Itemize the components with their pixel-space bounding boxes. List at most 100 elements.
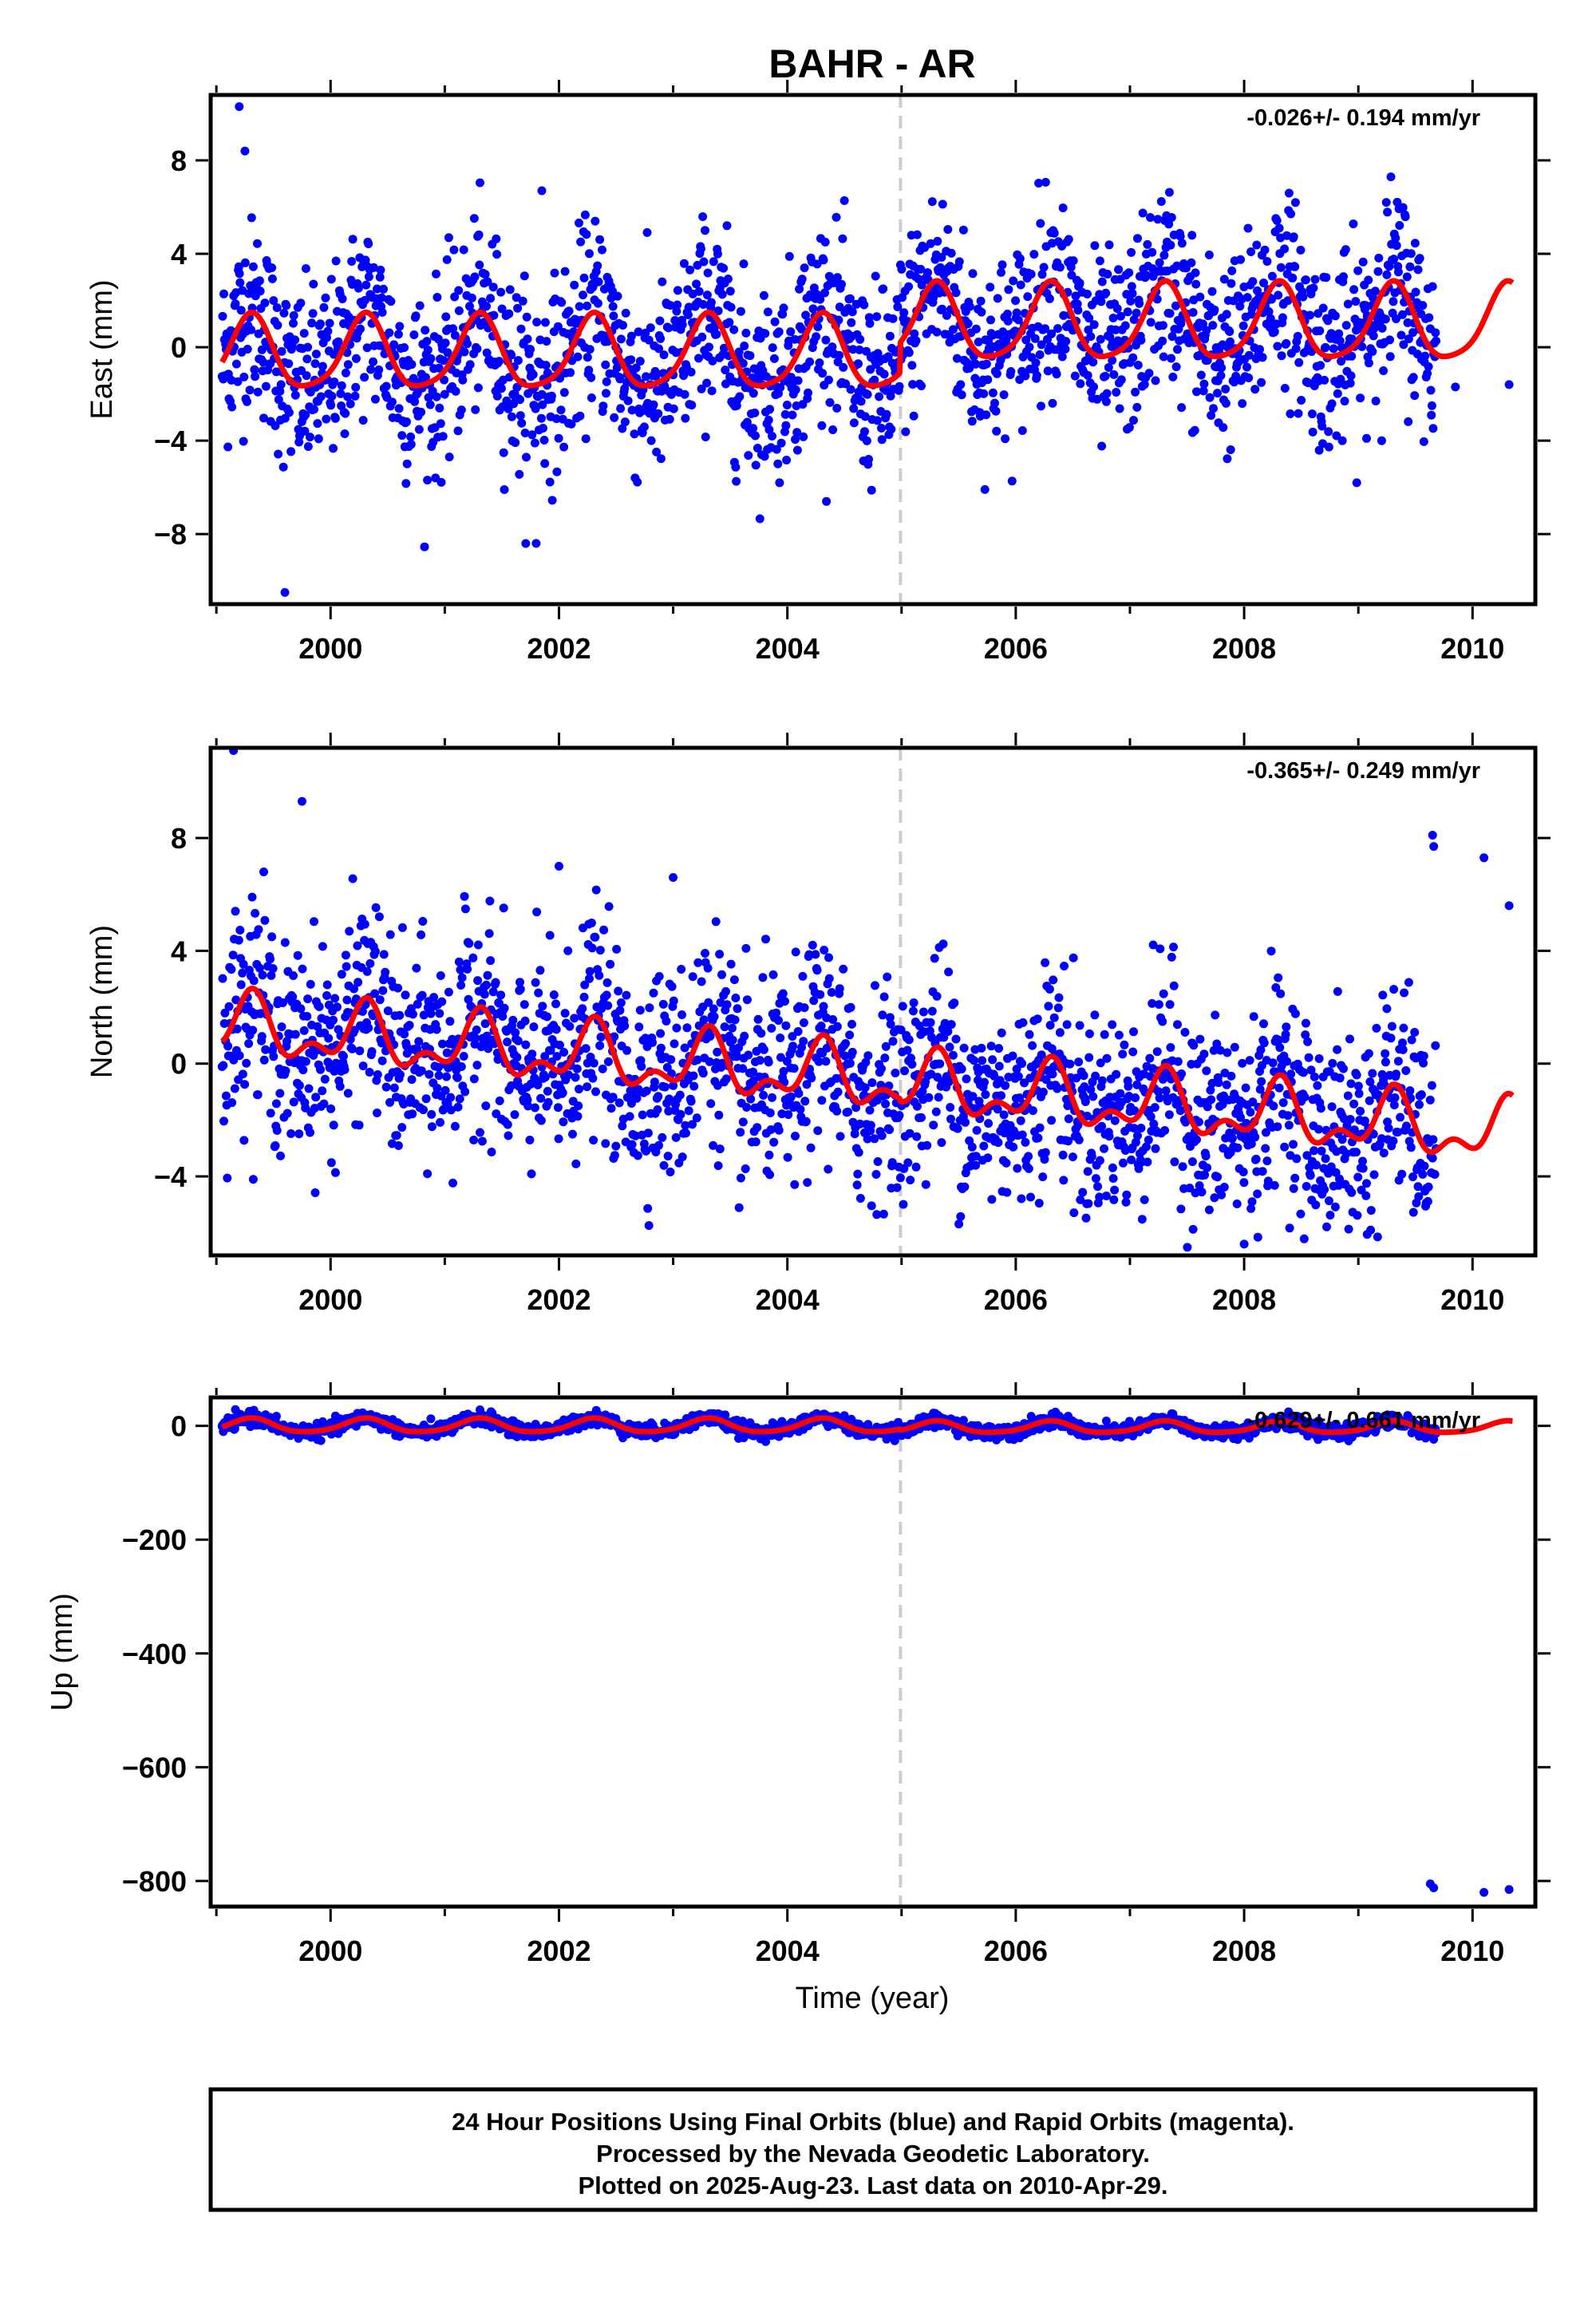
north-data-point bbox=[1428, 1135, 1438, 1144]
north-data-point bbox=[1040, 1155, 1049, 1164]
east-data-point bbox=[409, 330, 419, 339]
north-data-point bbox=[1017, 1130, 1027, 1140]
east-data-point bbox=[824, 271, 834, 281]
north-data-point bbox=[1384, 1124, 1393, 1133]
east-data-point bbox=[567, 419, 576, 429]
north-data-point bbox=[482, 980, 491, 990]
east-data-point bbox=[583, 353, 592, 362]
north-data-point bbox=[508, 1015, 518, 1025]
east-data-point bbox=[1246, 247, 1256, 256]
north-data-point bbox=[610, 1151, 619, 1160]
north-data-point bbox=[1088, 1092, 1098, 1101]
east-data-point bbox=[488, 283, 498, 292]
east-data-point bbox=[749, 424, 758, 433]
north-data-point bbox=[1073, 1120, 1083, 1130]
north-data-point bbox=[937, 1138, 946, 1148]
north-data-point bbox=[268, 964, 278, 974]
east-data-point bbox=[721, 379, 730, 389]
north-data-point bbox=[855, 1119, 865, 1128]
east-data-point bbox=[971, 324, 981, 334]
north-data-point bbox=[1124, 1081, 1133, 1091]
east-data-point bbox=[708, 356, 717, 366]
north-data-point bbox=[677, 965, 686, 974]
east-data-point bbox=[1294, 358, 1304, 367]
east-data-point bbox=[338, 294, 347, 303]
east-data-point bbox=[1236, 255, 1245, 264]
east-data-point bbox=[782, 401, 792, 409]
north-data-point bbox=[1166, 1043, 1175, 1052]
north-data-point bbox=[354, 978, 363, 987]
east-data-point bbox=[1343, 299, 1353, 309]
east-data-point bbox=[1058, 204, 1068, 212]
north-data-point bbox=[881, 1041, 891, 1051]
east-data-point bbox=[649, 400, 658, 409]
north-data-point bbox=[589, 1136, 598, 1145]
north-data-point bbox=[1378, 990, 1388, 1000]
north-data-point bbox=[1245, 1056, 1254, 1065]
east-data-point bbox=[1392, 314, 1400, 323]
north-data-point bbox=[271, 1141, 280, 1150]
east-data-point bbox=[540, 318, 550, 327]
east-data-point bbox=[1381, 314, 1390, 324]
north-data-point bbox=[1121, 1197, 1131, 1207]
east-data-point bbox=[1190, 425, 1199, 435]
east-data-point bbox=[1086, 332, 1096, 342]
east-data-point bbox=[773, 459, 783, 468]
north-data-point bbox=[886, 1019, 895, 1029]
east-data-point bbox=[402, 459, 412, 468]
north-data-point bbox=[1090, 1290, 1099, 1298]
north-data-point bbox=[960, 1182, 970, 1192]
north-data-point bbox=[961, 1117, 970, 1127]
east-data-point bbox=[1403, 318, 1412, 327]
north-data-point bbox=[551, 999, 560, 1009]
north-data-point bbox=[1187, 1157, 1197, 1167]
east-data-point bbox=[566, 368, 575, 377]
east-data-point bbox=[1207, 287, 1217, 296]
east-data-point bbox=[389, 340, 399, 350]
north-data-point bbox=[651, 1148, 661, 1156]
north-data-point bbox=[1386, 1034, 1396, 1043]
north-data-point bbox=[1392, 1069, 1400, 1079]
north-data-point bbox=[251, 908, 260, 918]
east-data-point bbox=[289, 310, 298, 320]
north-data-point bbox=[511, 1028, 520, 1037]
north-data-point bbox=[703, 963, 713, 973]
east-data-point bbox=[854, 359, 863, 369]
north-data-point bbox=[717, 970, 726, 979]
east-data-point bbox=[290, 335, 300, 345]
north-data-point bbox=[1274, 973, 1283, 982]
east-x-tick-label: 2000 bbox=[298, 632, 362, 665]
east-data-point bbox=[1369, 331, 1378, 341]
east-data-point bbox=[402, 417, 411, 426]
east-data-point bbox=[824, 375, 833, 385]
north-data-point bbox=[1310, 1072, 1319, 1081]
north-data-point bbox=[1148, 998, 1157, 1008]
east-data-point bbox=[1191, 279, 1201, 289]
north-data-point bbox=[297, 796, 306, 806]
north-data-point bbox=[1026, 1192, 1035, 1202]
east-data-point bbox=[1306, 310, 1314, 320]
north-data-point bbox=[1396, 1113, 1405, 1122]
east-data-point bbox=[422, 337, 432, 346]
east-data-point bbox=[1148, 247, 1157, 257]
east-data-point bbox=[275, 386, 285, 396]
north-data-point bbox=[1156, 944, 1165, 954]
east-data-point bbox=[420, 542, 429, 551]
east-data-point bbox=[369, 263, 378, 272]
north-data-point bbox=[1349, 1099, 1359, 1109]
east-y-tick-label: 8 bbox=[171, 144, 187, 177]
east-data-point bbox=[882, 409, 891, 419]
east-data-point bbox=[1109, 370, 1119, 379]
east-data-point bbox=[1349, 219, 1358, 228]
north-data-point bbox=[885, 1013, 895, 1022]
north-data-point bbox=[721, 986, 730, 996]
north-data-point bbox=[1373, 1232, 1382, 1242]
east-data-point bbox=[832, 404, 842, 413]
north-data-point bbox=[774, 1016, 783, 1026]
north-data-point bbox=[1283, 1111, 1293, 1120]
north-data-point bbox=[811, 950, 820, 959]
east-data-point bbox=[760, 329, 770, 338]
east-data-point bbox=[527, 430, 537, 440]
north-data-point bbox=[984, 1119, 994, 1128]
east-data-point bbox=[1207, 411, 1216, 420]
